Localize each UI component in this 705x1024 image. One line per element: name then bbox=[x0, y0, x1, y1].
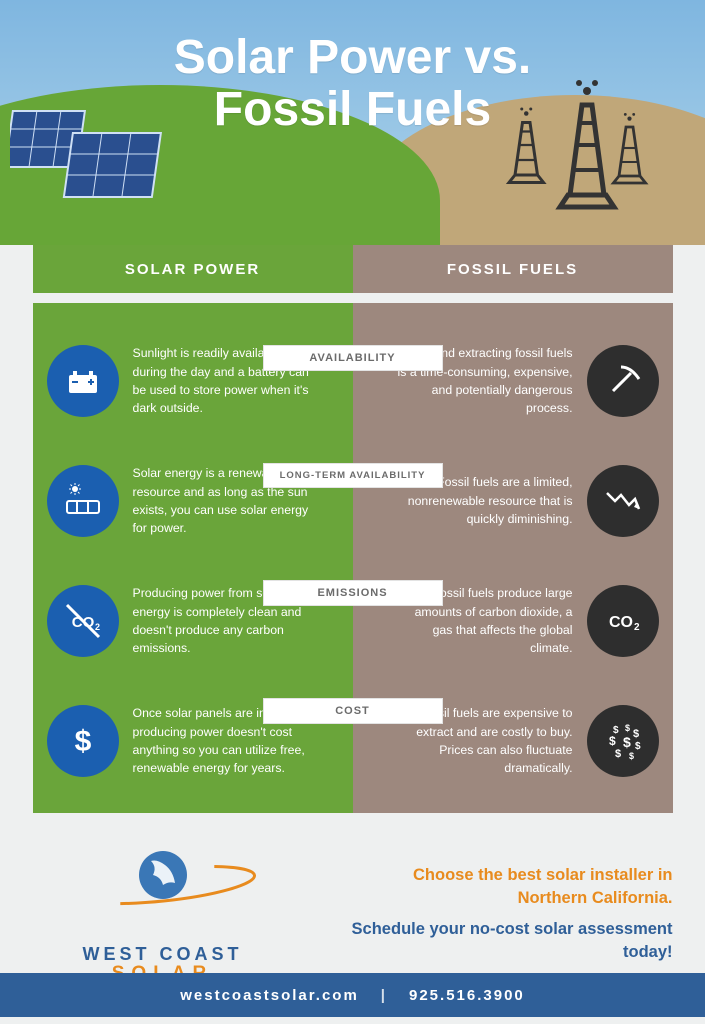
title-line2: Fossil Fuels bbox=[0, 84, 705, 136]
row-longterm-solar: Solar energy is a renewable resource and… bbox=[47, 455, 339, 547]
fossil-cost-text: Fossil fuels are expensive to extract an… bbox=[393, 704, 573, 778]
co2-icon: CO2 bbox=[587, 585, 659, 657]
svg-text:$: $ bbox=[615, 748, 621, 760]
title-line1: Solar Power vs. bbox=[0, 32, 705, 84]
cta-line1: Choose the best solar installer in North… bbox=[343, 864, 673, 910]
row-cost-solar: $ Once solar panels are installed, produ… bbox=[47, 695, 339, 787]
svg-text:$: $ bbox=[609, 734, 616, 748]
svg-text:2: 2 bbox=[95, 622, 100, 632]
cta-line2: Schedule your no-cost solar assessment t… bbox=[343, 918, 673, 964]
phone: 925.516.3900 bbox=[409, 987, 525, 1004]
decline-arrow-icon bbox=[587, 465, 659, 537]
cta-block: Choose the best solar installer in North… bbox=[343, 864, 673, 964]
solar-header: SOLAR POWER bbox=[33, 245, 353, 293]
solar-cost-text: Once solar panels are installed, produci… bbox=[133, 704, 313, 778]
solar-longterm-text: Solar energy is a renewable resource and… bbox=[133, 464, 313, 538]
svg-text:$: $ bbox=[633, 728, 639, 740]
page-title: Solar Power vs. Fossil Fuels bbox=[0, 32, 705, 136]
fossil-longterm-text: Fossil fuels are a limited, nonrenewable… bbox=[393, 473, 573, 528]
infographic: Solar Power vs. Fossil Fuels SOLAR POWER… bbox=[0, 0, 705, 1024]
row-longterm-fossil: Fossil fuels are a limited, nonrenewable… bbox=[367, 455, 659, 547]
battery-icon bbox=[47, 345, 119, 417]
column-fossil: FOSSIL FUELS Mining and extracting fossi… bbox=[353, 245, 673, 813]
separator: | bbox=[381, 987, 387, 1004]
svg-text:$: $ bbox=[625, 723, 630, 733]
svg-text:2: 2 bbox=[634, 622, 640, 633]
svg-text:$: $ bbox=[629, 751, 634, 761]
fossil-availability-text: Mining and extracting fossil fuels is a … bbox=[393, 344, 573, 418]
svg-text:CO: CO bbox=[609, 614, 633, 631]
website: westcoastsolar.com bbox=[180, 987, 359, 1004]
column-solar: SOLAR POWER Sunlight is readily availabl… bbox=[33, 245, 353, 813]
row-cost-fossil: $$$$$$$$ Fossil fuels are expensive to e… bbox=[367, 695, 659, 787]
svg-text:$: $ bbox=[635, 741, 641, 752]
dollar-icon: $ bbox=[47, 705, 119, 777]
contact-bar: westcoastsolar.com | 925.516.3900 bbox=[0, 973, 705, 1017]
sun-panel-icon bbox=[47, 465, 119, 537]
svg-text:$: $ bbox=[74, 725, 91, 758]
svg-text:$: $ bbox=[623, 734, 631, 750]
fossil-header: FOSSIL FUELS bbox=[353, 245, 673, 293]
row-emissions-solar: CO2 Producing power from solar energy is… bbox=[47, 575, 339, 667]
comparison-table: SOLAR POWER Sunlight is readily availabl… bbox=[33, 245, 673, 813]
hero: Solar Power vs. Fossil Fuels bbox=[0, 0, 705, 245]
footer: WEST COAST SOLAR Choose the best solar i… bbox=[0, 827, 705, 1017]
row-emissions-fossil: CO2 Fossil fuels produce large amounts o… bbox=[367, 575, 659, 667]
pickaxe-icon bbox=[587, 345, 659, 417]
many-dollars-icon: $$$$$$$$ bbox=[587, 705, 659, 777]
row-availability-solar: Sunlight is readily available during the… bbox=[47, 335, 339, 427]
logo-text-top: WEST COAST bbox=[33, 944, 293, 965]
logo: WEST COAST SOLAR bbox=[33, 843, 293, 985]
solar-emissions-text: Producing power from solar energy is com… bbox=[133, 584, 313, 658]
row-availability-fossil: Mining and extracting fossil fuels is a … bbox=[367, 335, 659, 427]
no-co2-icon: CO2 bbox=[47, 585, 119, 657]
solar-availability-text: Sunlight is readily available during the… bbox=[133, 344, 313, 418]
fossil-emissions-text: Fossil fuels produce large amounts of ca… bbox=[393, 584, 573, 658]
